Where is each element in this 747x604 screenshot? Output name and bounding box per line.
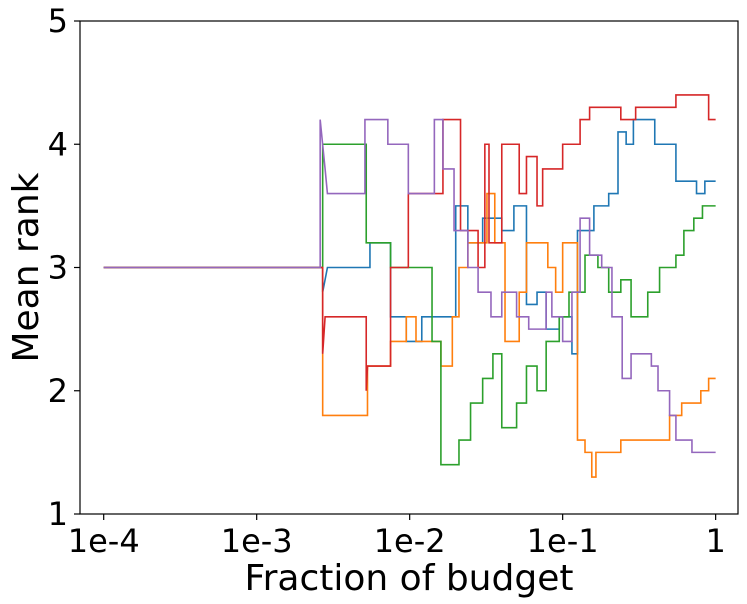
y-tick-label: 4 xyxy=(48,125,68,163)
series-line-orange xyxy=(103,192,716,478)
y-tick-label: 2 xyxy=(48,372,68,410)
series-line-purple xyxy=(103,118,716,454)
y-axis-title: Mean rank xyxy=(6,172,47,362)
x-tick-label: 1e-4 xyxy=(68,522,140,560)
y-tick-label: 3 xyxy=(48,249,68,287)
x-tick-label: 1e-3 xyxy=(221,522,293,560)
y-axis: 1 2 3 4 5 xyxy=(48,2,80,533)
x-tick-label: 1e-1 xyxy=(527,522,599,560)
x-axis: 1e-4 1e-3 1e-2 1e-1 1 xyxy=(68,514,726,560)
series-line-blue xyxy=(103,118,716,355)
x-tick-label: 1 xyxy=(705,522,725,560)
x-axis-title: Fraction of budget xyxy=(245,558,574,599)
x-tick-label: 1e-2 xyxy=(374,522,446,560)
series-line-red xyxy=(103,94,716,391)
series-line-green xyxy=(103,143,716,466)
y-tick-label: 1 xyxy=(48,495,68,533)
y-tick-label: 5 xyxy=(48,2,68,40)
series-layer xyxy=(103,94,716,478)
